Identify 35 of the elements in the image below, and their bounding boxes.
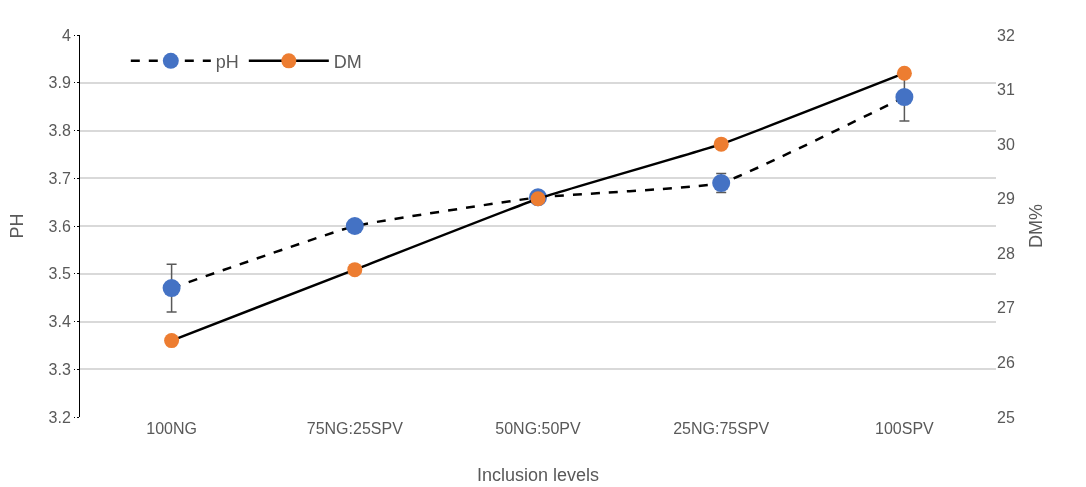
y-tick-label: 3.5 (48, 265, 71, 283)
y-tick-label: 3.9 (48, 74, 71, 92)
point (713, 136, 729, 152)
point (162, 279, 181, 298)
point (712, 174, 731, 193)
x-tick-label: 25NG:75SPV (673, 420, 770, 437)
y2-tick-label: 32 (997, 26, 1015, 44)
y2-tick-label: 26 (997, 354, 1015, 372)
y-tick-label: 3.7 (48, 169, 71, 187)
y2-axis-title: DM% (1026, 204, 1046, 248)
x-tick-label: 75NG:25SPV (306, 420, 404, 437)
y-tick-label: 3.3 (48, 360, 71, 378)
y-tick-label: 3.4 (48, 313, 71, 331)
point (895, 88, 914, 107)
point (345, 217, 364, 235)
y-tick-label: 3.8 (48, 122, 71, 140)
legend-label: DM (333, 51, 362, 72)
point (164, 333, 180, 349)
y-tick-label: 3.2 (48, 408, 71, 426)
x-tick-label: 100NG (146, 420, 197, 437)
point (896, 65, 912, 81)
x-tick-label: 50NG:50PV (495, 420, 582, 437)
legend-label: pH (215, 51, 239, 72)
y-tick-label: 4 (61, 26, 71, 44)
y2-tick-label: 31 (997, 81, 1015, 99)
y-axis-title: PH (6, 213, 27, 239)
y2-tick-label: 29 (997, 190, 1015, 208)
x-tick-label: 100SPV (875, 420, 935, 437)
y-tick-label: 3.6 (48, 217, 71, 235)
y2-tick-label: 28 (997, 244, 1015, 262)
y2-tick-label: 30 (997, 135, 1015, 153)
y2-tick-label: 27 (997, 299, 1015, 317)
x-axis-title: Inclusion levels (476, 465, 600, 485)
y2-tick-label: 25 (997, 408, 1015, 426)
point (347, 262, 363, 278)
